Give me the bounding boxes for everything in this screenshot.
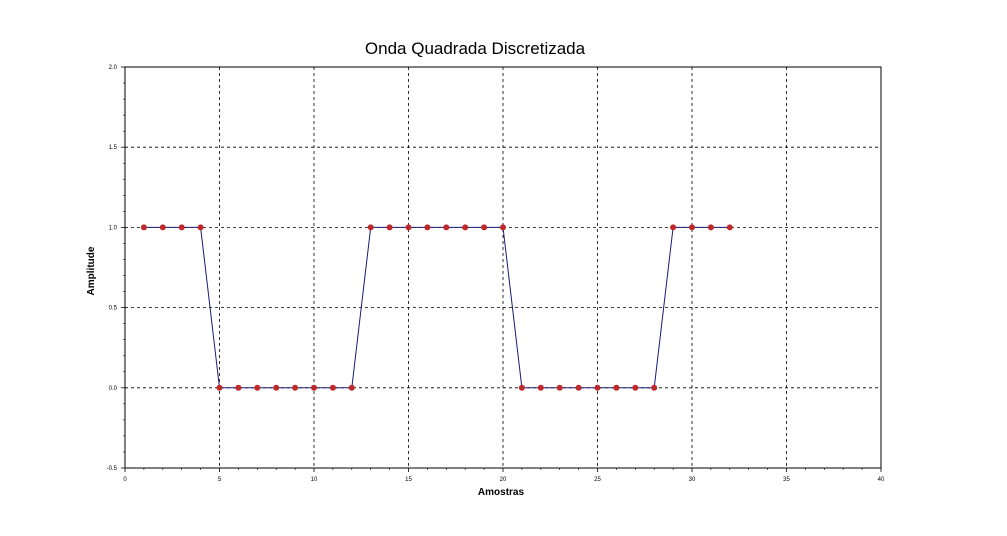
y-tick-label: 1.5 xyxy=(109,145,118,151)
data-point xyxy=(216,384,223,391)
grid xyxy=(125,67,881,468)
data-point xyxy=(386,224,393,231)
series-line xyxy=(143,226,730,389)
data-point xyxy=(348,384,355,391)
data-point xyxy=(443,224,450,231)
data-point xyxy=(178,224,185,231)
data-point xyxy=(537,384,544,391)
data-point xyxy=(651,384,658,391)
data-point xyxy=(159,224,166,231)
x-tick-label: 15 xyxy=(405,477,412,483)
y-tick-labels: -0.5 0.0 0.5 1.0 1.5 2.0 xyxy=(107,65,118,472)
data-point xyxy=(405,224,412,231)
x-tick-label: 10 xyxy=(311,477,318,483)
data-point xyxy=(424,224,431,231)
x-tick-labels: 0 5 10 15 20 25 30 35 40 xyxy=(123,477,885,483)
data-point xyxy=(594,384,601,391)
y-axis-label: Amplitude xyxy=(86,246,97,295)
data-point xyxy=(292,384,299,391)
data-point xyxy=(197,224,204,231)
data-point xyxy=(670,224,677,231)
x-tick-label: 35 xyxy=(783,477,790,483)
data-point xyxy=(329,384,336,391)
x-tick-label: 25 xyxy=(594,477,601,483)
x-tick-label: 20 xyxy=(500,477,507,483)
y-tick-label: 2.0 xyxy=(109,65,118,71)
data-point xyxy=(273,384,280,391)
y-tick-label: 0.0 xyxy=(109,386,118,392)
data-point xyxy=(613,384,620,391)
data-point xyxy=(518,384,525,391)
data-point xyxy=(556,384,563,391)
data-point xyxy=(575,384,582,391)
x-tick-label: 5 xyxy=(218,477,222,483)
data-point xyxy=(500,224,506,231)
axis-ticks xyxy=(121,66,882,472)
data-point xyxy=(462,224,469,231)
data-point xyxy=(726,224,733,231)
data-point xyxy=(632,384,639,391)
data-point xyxy=(311,384,317,391)
data-point xyxy=(367,224,374,231)
data-point xyxy=(140,224,147,231)
series-group xyxy=(140,224,733,391)
y-tick-label: -0.5 xyxy=(107,466,118,472)
y-tick-label: 0.5 xyxy=(109,306,118,312)
x-tick-label: 40 xyxy=(878,477,885,483)
x-axis-label: Amostras xyxy=(478,487,525,498)
y-tick-label: 1.0 xyxy=(109,225,118,231)
data-point xyxy=(235,384,242,391)
chart-title: Onda Quadrada Discretizada xyxy=(365,39,586,58)
data-point xyxy=(707,224,714,231)
x-tick-label: 30 xyxy=(689,477,696,483)
data-point xyxy=(481,224,488,231)
data-point xyxy=(254,384,261,391)
data-point xyxy=(689,224,695,231)
x-tick-label: 0 xyxy=(123,477,127,483)
